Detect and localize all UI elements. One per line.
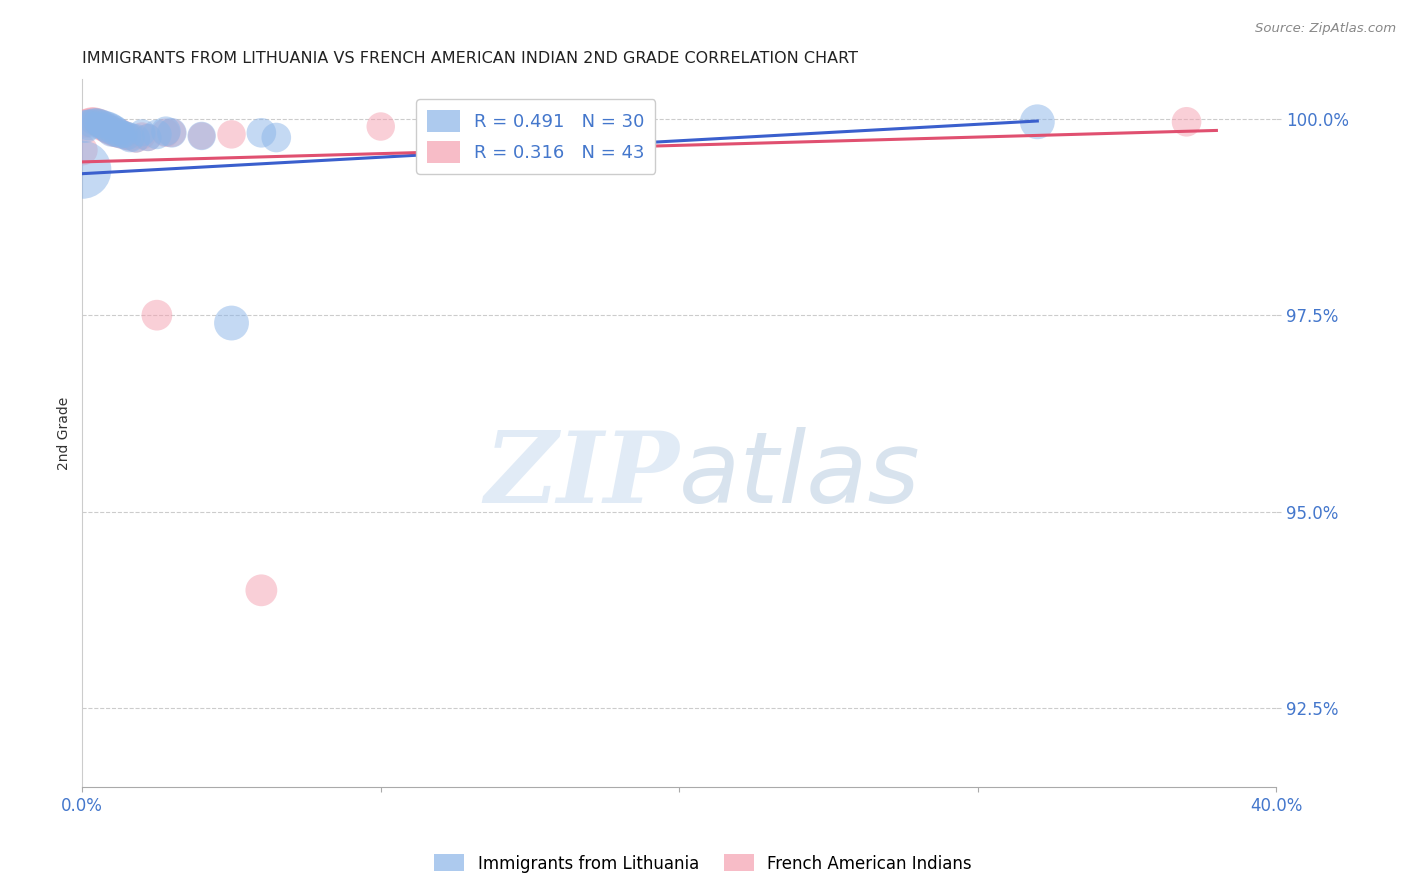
Point	[221, 128, 243, 142]
Point	[370, 120, 392, 134]
Point	[101, 123, 124, 137]
Point	[96, 120, 118, 134]
Point	[101, 124, 124, 138]
Point	[250, 126, 273, 140]
Legend: Immigrants from Lithuania, French American Indians: Immigrants from Lithuania, French Americ…	[427, 847, 979, 880]
Point	[104, 126, 127, 140]
Point	[136, 130, 159, 145]
Point	[112, 128, 135, 142]
Point	[115, 128, 138, 143]
Point	[155, 124, 177, 138]
Point	[80, 113, 103, 128]
Point	[80, 116, 103, 130]
Point	[160, 126, 183, 140]
Point	[77, 115, 100, 129]
Point	[83, 115, 105, 129]
Point	[89, 116, 111, 130]
Point	[125, 132, 148, 146]
Point	[72, 162, 94, 177]
Point	[118, 130, 141, 145]
Point	[104, 124, 127, 138]
Point	[250, 583, 273, 598]
Point	[1175, 115, 1198, 129]
Text: IMMIGRANTS FROM LITHUANIA VS FRENCH AMERICAN INDIAN 2ND GRADE CORRELATION CHART: IMMIGRANTS FROM LITHUANIA VS FRENCH AMER…	[83, 51, 858, 66]
Point	[146, 308, 169, 322]
Text: atlas: atlas	[679, 427, 921, 524]
Point	[190, 128, 212, 143]
Point	[98, 122, 121, 136]
Point	[98, 121, 121, 136]
Point	[107, 126, 129, 140]
Point	[112, 128, 135, 143]
Y-axis label: 2nd Grade: 2nd Grade	[58, 396, 72, 470]
Text: Source: ZipAtlas.com: Source: ZipAtlas.com	[1256, 22, 1396, 36]
Point	[83, 113, 105, 128]
Point	[1026, 115, 1049, 129]
Point	[190, 128, 212, 143]
Point	[125, 131, 148, 145]
Point	[155, 126, 177, 140]
Point	[118, 130, 141, 145]
Point	[89, 116, 111, 130]
Legend: R = 0.491   N = 30, R = 0.316   N = 43: R = 0.491 N = 30, R = 0.316 N = 43	[416, 99, 655, 174]
Point	[131, 128, 153, 143]
Text: ZIP: ZIP	[484, 427, 679, 524]
Point	[160, 126, 183, 140]
Point	[110, 128, 132, 142]
Point	[86, 115, 108, 129]
Point	[131, 126, 153, 140]
Point	[75, 120, 97, 134]
Point	[136, 130, 159, 145]
Point	[107, 128, 129, 142]
Point	[266, 130, 288, 145]
Point	[96, 121, 118, 136]
Point	[221, 316, 243, 330]
Point	[75, 116, 97, 130]
Point	[77, 118, 100, 132]
Point	[146, 128, 169, 142]
Point	[72, 143, 94, 157]
Point	[91, 120, 114, 134]
Point	[91, 118, 114, 132]
Point	[115, 128, 138, 143]
Point	[110, 126, 132, 140]
Point	[86, 115, 108, 129]
